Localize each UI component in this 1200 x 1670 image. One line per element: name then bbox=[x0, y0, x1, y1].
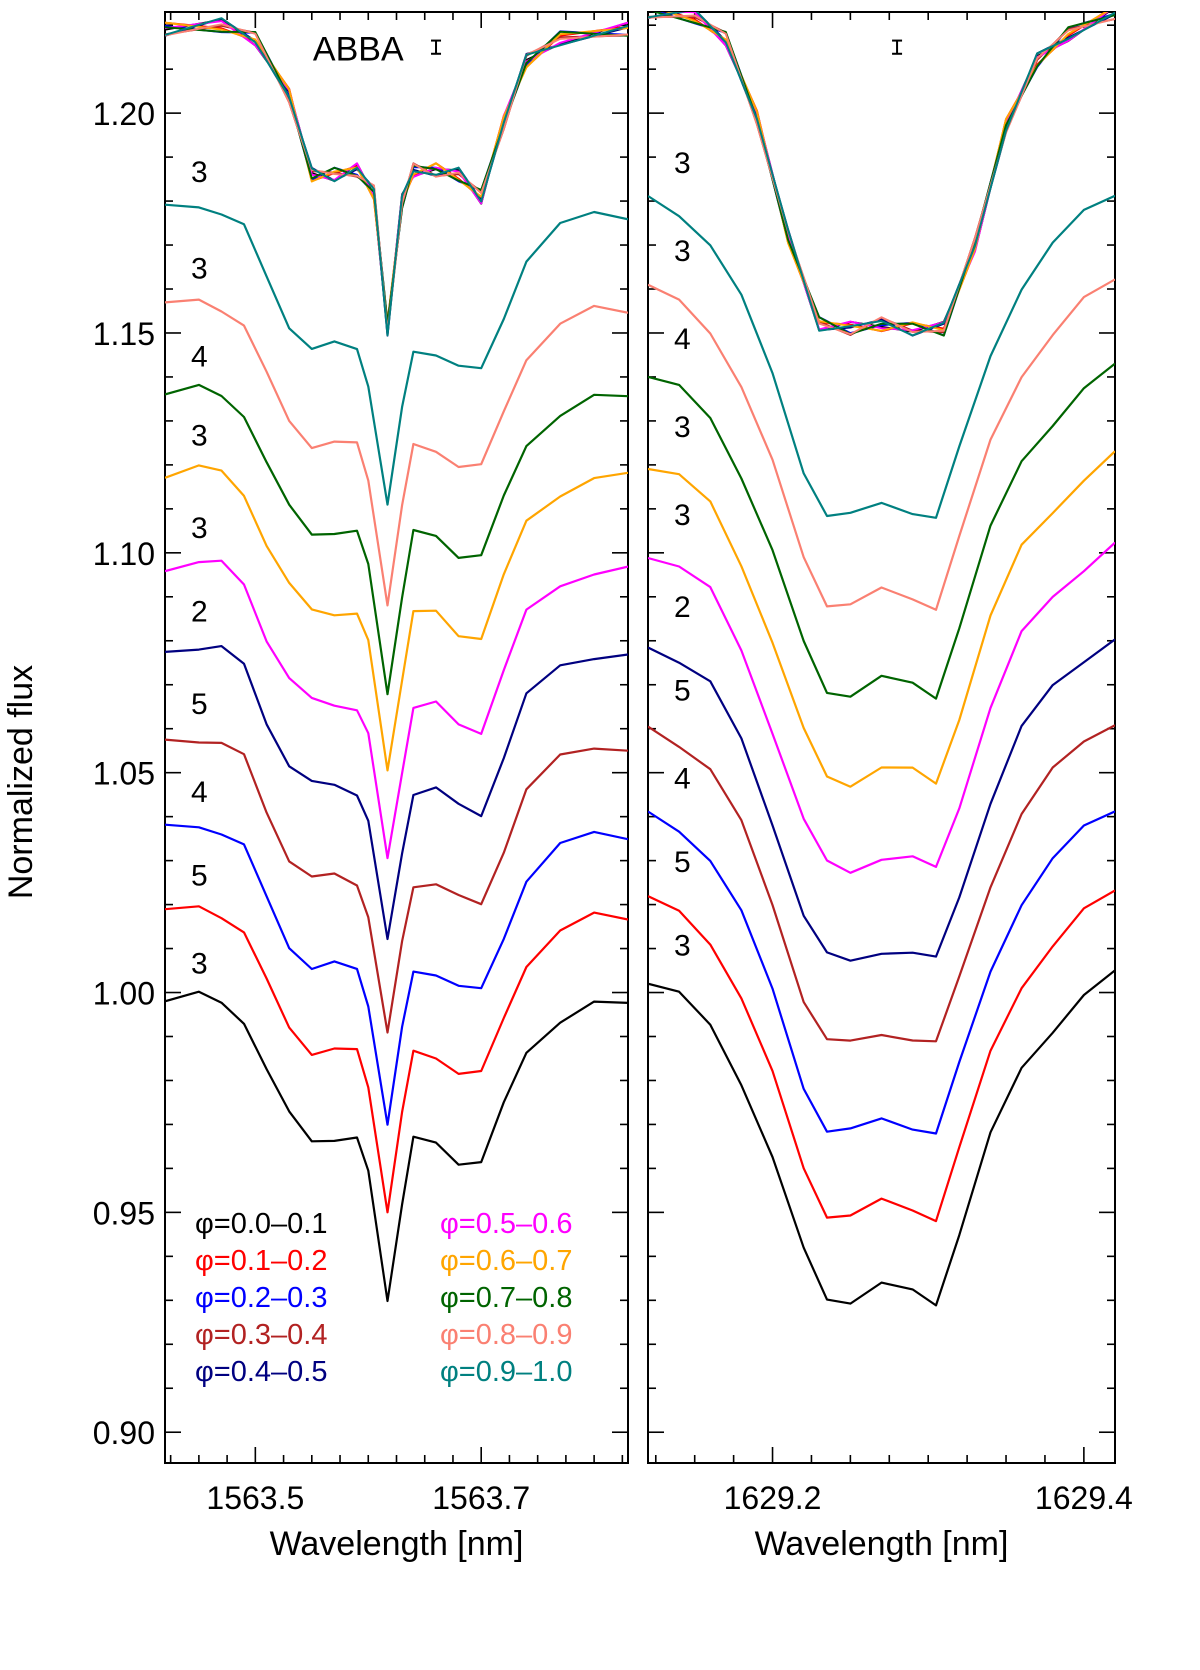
series-line bbox=[165, 823, 628, 1126]
series-line bbox=[165, 298, 628, 607]
y-tick-label: 1.15 bbox=[93, 316, 155, 352]
series-count-label: 4 bbox=[191, 341, 208, 374]
series-count-label: 4 bbox=[674, 323, 691, 356]
series-line bbox=[165, 644, 628, 941]
series-line bbox=[165, 383, 628, 696]
series-line bbox=[165, 990, 628, 1303]
series-count-label: 3 bbox=[674, 235, 691, 268]
series-count-label: 3 bbox=[191, 253, 208, 286]
x-axis-label: Wavelength [nm] bbox=[755, 1525, 1009, 1563]
series-count-label: 3 bbox=[674, 930, 691, 963]
x-axis-label: Wavelength [nm] bbox=[270, 1525, 524, 1563]
legend-entry: φ=0.5–0.6 bbox=[440, 1208, 573, 1240]
legend-entry: φ=0.8–0.9 bbox=[440, 1319, 573, 1351]
abba-annotation: ABBA bbox=[313, 30, 404, 68]
series-count-label: 3 bbox=[191, 947, 208, 980]
legend-entry: φ=0.3–0.4 bbox=[195, 1319, 328, 1351]
x-tick-label: 1563.5 bbox=[206, 1480, 304, 1516]
x-tick-label: 1629.2 bbox=[724, 1480, 822, 1516]
legend-entry: φ=0.4–0.5 bbox=[195, 1356, 328, 1388]
series-line bbox=[648, 194, 1115, 519]
series-count-label: 5 bbox=[674, 846, 691, 879]
left-panel: 0.90 0.95 1.00 1.05 1.10 1.15 1.20 1563.5 1563.7… bbox=[93, 11, 629, 1563]
series-count-label: 3 bbox=[674, 411, 691, 444]
plot-frame bbox=[647, 11, 1116, 1464]
series-count-label: 5 bbox=[191, 688, 208, 721]
y-tick-label: 1.05 bbox=[93, 756, 155, 792]
series-count-label: 5 bbox=[674, 675, 691, 708]
legend-entry: φ=0.6–0.7 bbox=[440, 1245, 573, 1277]
series-count-label: 4 bbox=[674, 763, 691, 796]
series-line bbox=[648, 724, 1115, 1043]
series-count-label: 5 bbox=[191, 859, 208, 892]
series-line bbox=[165, 905, 628, 1214]
series-line bbox=[648, 969, 1115, 1307]
series-line bbox=[648, 362, 1115, 700]
legend-entry: φ=0.9–1.0 bbox=[440, 1356, 573, 1388]
x-tick-label: 1563.7 bbox=[432, 1480, 530, 1516]
abba-line bbox=[165, 17, 628, 337]
series-count-label: 2 bbox=[674, 591, 691, 624]
series-line bbox=[165, 738, 628, 1034]
spectra-lines bbox=[165, 17, 628, 1303]
series-line bbox=[648, 638, 1115, 962]
abba-line bbox=[648, 15, 1115, 336]
series-count-label: 3 bbox=[191, 156, 208, 189]
legend-entry: φ=0.7–0.8 bbox=[440, 1282, 573, 1314]
series-count-label: 4 bbox=[191, 776, 208, 809]
right-panel: 1629.2 1629.4 Wavelength [nm] 3 5 4 5 2 3 3 4 3 3 bbox=[647, 11, 1133, 1563]
series-count-label: 3 bbox=[191, 512, 208, 545]
series-line bbox=[165, 203, 628, 506]
series-count-label: 3 bbox=[191, 420, 208, 453]
abba-line bbox=[648, 14, 1115, 336]
legend-entry: φ=0.0–0.1 bbox=[195, 1208, 328, 1240]
abba-line bbox=[165, 26, 628, 325]
series-count-label: 2 bbox=[191, 596, 208, 629]
y-axis-label: Normalized flux bbox=[2, 665, 40, 899]
abba-line bbox=[165, 25, 628, 324]
series-line bbox=[648, 810, 1115, 1135]
series-count-label: 3 bbox=[674, 147, 691, 180]
y-tick-label: 1.10 bbox=[93, 536, 155, 572]
abba-line bbox=[648, 12, 1115, 337]
abba-line bbox=[660, 12, 1109, 332]
y-tick-label: 0.95 bbox=[93, 1195, 155, 1231]
y-tick-label: 1.00 bbox=[93, 976, 155, 1012]
x-tick-label: 1629.4 bbox=[1035, 1480, 1133, 1516]
legend-entry: φ=0.2–0.3 bbox=[195, 1282, 328, 1314]
y-tick-label: 0.90 bbox=[93, 1415, 155, 1451]
series-line bbox=[648, 450, 1115, 788]
y-tick-label: 1.20 bbox=[93, 96, 155, 132]
spectra-lines bbox=[648, 12, 1115, 1307]
series-line bbox=[165, 559, 628, 860]
series-count-label: 3 bbox=[674, 499, 691, 532]
abba-line bbox=[165, 24, 628, 332]
abba-line bbox=[165, 23, 628, 334]
series-line bbox=[648, 278, 1115, 611]
series-line bbox=[648, 889, 1115, 1223]
series-line bbox=[165, 464, 628, 772]
series-line bbox=[648, 541, 1115, 874]
legend-entry: φ=0.1–0.2 bbox=[195, 1245, 328, 1277]
